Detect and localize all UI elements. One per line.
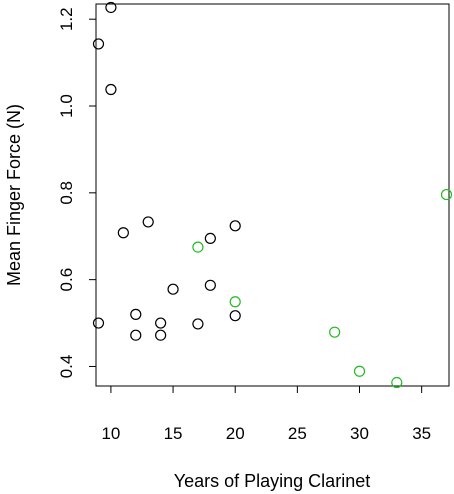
data-point-series1-12 bbox=[92, 317, 105, 329]
y-axis-title: Mean Finger Force (N) bbox=[4, 104, 24, 286]
data-point-series1-7 bbox=[204, 232, 216, 245]
x-tick-label-30: 30 bbox=[350, 424, 369, 443]
data-point-series2-2 bbox=[229, 296, 241, 308]
data-point-series1-5 bbox=[142, 216, 154, 228]
data-point-series1-2 bbox=[92, 38, 105, 50]
x-tick-label-20: 20 bbox=[226, 424, 245, 443]
y-tick-label-1.0: 1.0 bbox=[57, 94, 76, 118]
x-tick-label-10: 10 bbox=[101, 424, 120, 443]
data-point-series1-14 bbox=[192, 318, 204, 330]
data-point-series2-6 bbox=[440, 188, 453, 201]
data-points bbox=[92, 1, 453, 389]
data-point-series1-15 bbox=[130, 329, 142, 341]
data-point-series2-5 bbox=[391, 376, 403, 389]
y-tick-label-0.4: 0.4 bbox=[57, 355, 76, 379]
data-point-series2-3 bbox=[329, 326, 341, 338]
data-point-series1-6 bbox=[229, 220, 241, 232]
data-point-series1-8 bbox=[167, 283, 179, 295]
plot-box bbox=[95, 3, 450, 387]
data-point-series1-4 bbox=[117, 227, 129, 239]
x-tick-label-15: 15 bbox=[164, 424, 183, 443]
data-point-series1-13 bbox=[155, 317, 167, 329]
x-tick-label-35: 35 bbox=[412, 424, 431, 443]
y-tick-label-0.6: 0.6 bbox=[57, 268, 76, 292]
data-point-series2-4 bbox=[353, 365, 366, 377]
y-tick-label-1.2: 1.2 bbox=[57, 7, 76, 31]
data-point-series1-9 bbox=[204, 279, 216, 291]
data-point-series1-3 bbox=[105, 83, 117, 96]
data-point-series1-16 bbox=[155, 329, 167, 341]
x-axis-title: Years of Playing Clarinet bbox=[174, 471, 370, 491]
x-axis: 10 15 20 25 30 35 bbox=[101, 386, 431, 443]
y-tick-label-0.8: 0.8 bbox=[57, 181, 76, 205]
data-point-series1-11 bbox=[229, 310, 241, 322]
data-point-series2-1 bbox=[192, 241, 204, 253]
y-axis: 0.4 0.6 0.8 1.0 1.2 bbox=[57, 7, 96, 378]
x-tick-label-25: 25 bbox=[288, 424, 307, 443]
data-point-series1-10 bbox=[130, 308, 142, 320]
data-point-series1-1 bbox=[105, 1, 117, 14]
